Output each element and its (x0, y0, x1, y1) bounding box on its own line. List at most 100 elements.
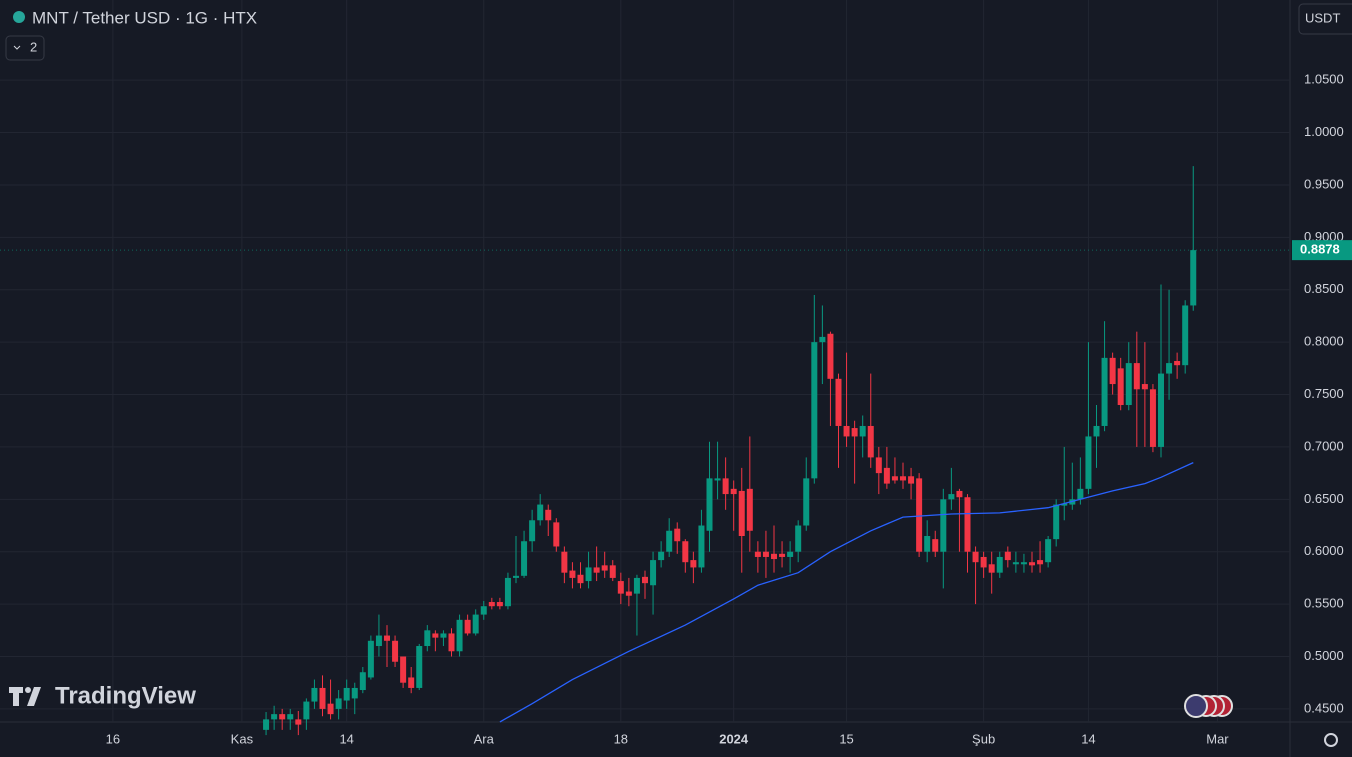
chevron-icon (13, 45, 21, 50)
candle-body (908, 476, 915, 484)
candle-body (674, 528, 681, 542)
y-tick-label: 0.9500 (1304, 176, 1344, 191)
grid (0, 0, 1290, 722)
x-tick-label: Şub (972, 731, 995, 746)
candle-body (553, 522, 560, 547)
settings-icon[interactable] (1324, 733, 1338, 747)
candle-body (867, 425, 874, 458)
candle-body (456, 619, 463, 652)
candle-body (795, 525, 802, 552)
candle-body (392, 640, 399, 662)
candle-body (1020, 562, 1027, 565)
candle-body (650, 560, 657, 586)
candle-body (472, 614, 479, 634)
last-price-label: 0.8878 (1300, 242, 1340, 257)
candle-body (1029, 562, 1035, 566)
candle-body (319, 687, 326, 709)
currency-button[interactable] (1298, 3, 1352, 35)
candle-body (303, 701, 310, 720)
candle-body (1117, 368, 1124, 406)
symbol-logo (13, 11, 25, 23)
candle-body (690, 560, 697, 568)
y-tick-label: 0.7000 (1304, 438, 1344, 453)
candle-body (529, 520, 536, 542)
candle-body (488, 602, 495, 607)
candle-body (1053, 504, 1060, 540)
candle-body (738, 490, 745, 536)
x-tick-label: Kas (231, 731, 254, 746)
candle-body (408, 677, 415, 688)
candle-body (730, 488, 737, 495)
candle-body (537, 504, 544, 521)
candle-body (617, 581, 624, 594)
candle-body (900, 476, 906, 481)
candle-body (851, 428, 858, 437)
candle-body (859, 425, 866, 437)
candle-body (883, 467, 890, 484)
candle-body (932, 539, 939, 552)
event-icon[interactable] (1184, 694, 1208, 718)
candle-body (803, 478, 810, 526)
candle-body (682, 541, 689, 563)
candle-body (835, 378, 842, 426)
x-tick-label: 18 (614, 731, 628, 746)
candle-body (980, 556, 987, 568)
y-tick-label: 0.6500 (1304, 491, 1344, 506)
candle-body (480, 606, 487, 615)
y-tick-label: 0.7500 (1304, 386, 1344, 401)
candle-body (271, 714, 278, 720)
candle-body (1085, 436, 1092, 489)
event-icons[interactable] (1184, 694, 1233, 718)
candle-body (658, 551, 665, 561)
candle-body (569, 570, 576, 578)
x-tick-label: Mar (1206, 731, 1229, 746)
candle-body (787, 551, 794, 557)
candle-body (754, 551, 761, 557)
candle-body (311, 687, 318, 702)
candle-body (1149, 389, 1156, 447)
candle-body (513, 575, 519, 578)
marks (263, 166, 1197, 736)
candle-body (609, 565, 616, 578)
candle-body (1166, 363, 1173, 374)
candle-body (1133, 363, 1140, 390)
candle-body (351, 687, 358, 699)
x-tick-label: 2024 (719, 731, 749, 746)
y-tick-label: 1.0500 (1304, 72, 1344, 87)
candle-body (593, 567, 600, 573)
candle-body (722, 478, 729, 495)
candle-body (666, 530, 673, 552)
candle-body (827, 333, 834, 379)
candle-body (875, 457, 882, 474)
x-tick-label: 15 (839, 731, 853, 746)
indicator-toggle[interactable] (5, 35, 45, 61)
candle-body (545, 509, 552, 521)
candle-body (496, 602, 503, 607)
y-tick-label: 0.9000 (1304, 229, 1344, 244)
candle-body (891, 476, 898, 481)
currency-label: USDT (1305, 10, 1340, 25)
candle-body (1004, 551, 1011, 561)
candle-body (327, 703, 334, 715)
candle-body (746, 488, 753, 531)
candle-body (504, 577, 511, 607)
candle-body (762, 551, 769, 557)
logo-dot (25, 687, 31, 693)
candle-body (384, 635, 390, 641)
candle-body (642, 576, 648, 584)
candle-body (263, 719, 270, 730)
candle-body (964, 497, 971, 552)
candle-body (771, 553, 777, 560)
candle-body (1174, 361, 1181, 366)
brand-name: TradingView (55, 682, 196, 709)
candle-body (819, 336, 826, 343)
logo-mark (9, 687, 41, 706)
candle-body (335, 698, 342, 709)
candle-body (279, 714, 286, 720)
candle-body (359, 672, 366, 691)
candle-body (1077, 488, 1084, 500)
candle-body (972, 551, 979, 563)
candle-body (464, 619, 471, 634)
